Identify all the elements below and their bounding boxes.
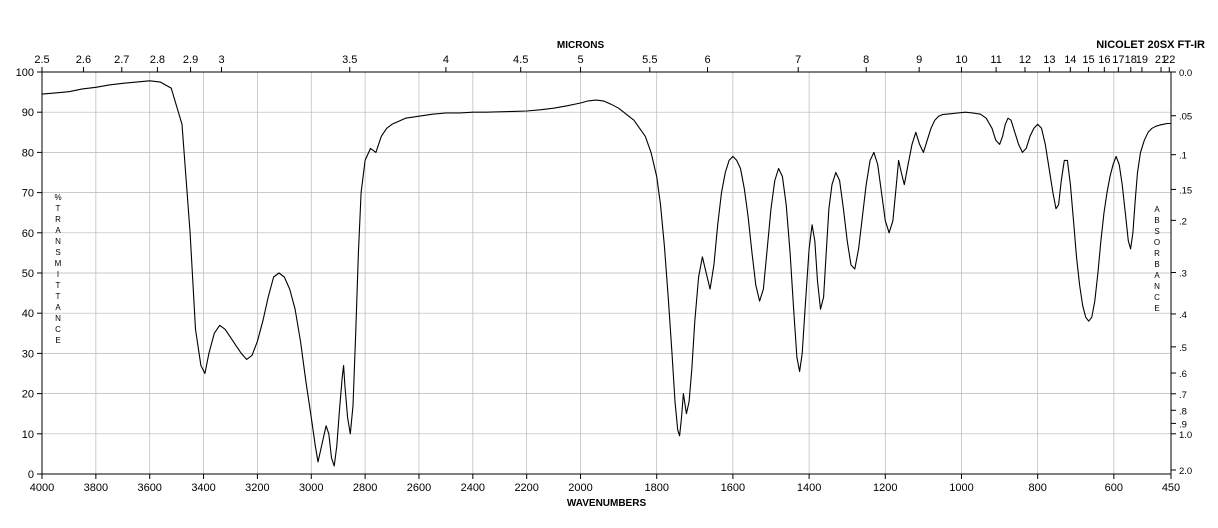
svg-text:50: 50 (22, 268, 34, 280)
y-left-label-char: C (55, 325, 61, 334)
svg-text:2000: 2000 (568, 482, 592, 494)
svg-text:3.5: 3.5 (342, 54, 357, 66)
svg-text:100: 100 (16, 67, 34, 79)
svg-text:20: 20 (22, 389, 34, 401)
svg-text:10: 10 (22, 429, 34, 441)
svg-text:19: 19 (1136, 54, 1148, 66)
svg-text:11: 11 (990, 54, 1001, 66)
svg-text:60: 60 (22, 228, 34, 240)
svg-text:.7: .7 (1179, 390, 1187, 401)
svg-text:450: 450 (1162, 482, 1180, 494)
svg-text:0: 0 (28, 469, 34, 481)
svg-text:3200: 3200 (245, 482, 269, 494)
svg-text:3600: 3600 (137, 482, 161, 494)
svg-text:2.6: 2.6 (76, 54, 91, 66)
svg-text:4.5: 4.5 (513, 54, 528, 66)
y-left-label-char: M (55, 259, 62, 268)
svg-text:80: 80 (22, 147, 34, 159)
y-left-label-char: R (55, 215, 61, 224)
svg-text:30: 30 (22, 348, 34, 360)
svg-text:9: 9 (916, 54, 922, 66)
svg-text:6: 6 (704, 54, 710, 66)
svg-text:3: 3 (218, 54, 224, 66)
svg-text:.2: .2 (1179, 216, 1187, 227)
y-left-label-char: N (55, 237, 61, 246)
svg-text:.1: .1 (1179, 151, 1187, 162)
svg-text:3800: 3800 (84, 482, 108, 494)
svg-text:3400: 3400 (191, 482, 215, 494)
svg-text:4: 4 (443, 54, 449, 66)
y-right-label-char: R (1154, 249, 1160, 258)
y-left-label-char: T (56, 281, 61, 290)
svg-text:1400: 1400 (797, 482, 821, 494)
svg-text:15: 15 (1082, 54, 1094, 66)
y-left-label-char: S (55, 248, 60, 257)
svg-text:2.0: 2.0 (1179, 466, 1192, 477)
svg-text:2.8: 2.8 (150, 54, 165, 66)
svg-text:.05: .05 (1179, 112, 1192, 123)
svg-text:17: 17 (1112, 54, 1124, 66)
svg-text:1800: 1800 (644, 482, 668, 494)
svg-text:8: 8 (863, 54, 869, 66)
svg-text:1.0: 1.0 (1179, 430, 1192, 441)
x-axis-label: WAVENUMBERS (567, 498, 647, 509)
top-axis-label: MICRONS (557, 40, 605, 51)
y-left-label-char: I (57, 270, 59, 279)
svg-text:800: 800 (1028, 482, 1046, 494)
y-left-label-char: E (55, 336, 60, 345)
y-right-label-char: A (1154, 271, 1160, 280)
svg-text:2.7: 2.7 (114, 54, 129, 66)
svg-text:1600: 1600 (721, 482, 745, 494)
svg-text:4000: 4000 (30, 482, 54, 494)
svg-text:10: 10 (955, 54, 967, 66)
y-right-label-char: A (1154, 205, 1160, 214)
svg-text:1000: 1000 (949, 482, 973, 494)
svg-text:2400: 2400 (461, 482, 485, 494)
svg-text:5.5: 5.5 (642, 54, 657, 66)
svg-text:12: 12 (1019, 54, 1031, 66)
y-right-label-char: O (1154, 238, 1160, 247)
svg-text:3000: 3000 (299, 482, 323, 494)
svg-text:2800: 2800 (353, 482, 377, 494)
svg-text:90: 90 (22, 107, 34, 119)
ir-spectrum-chart: 4000380036003400320030002800260024002200… (0, 0, 1218, 528)
y-left-label-char: T (56, 204, 61, 213)
svg-text:2.5: 2.5 (34, 54, 49, 66)
svg-text:2600: 2600 (407, 482, 431, 494)
svg-text:22: 22 (1163, 54, 1175, 66)
svg-text:600: 600 (1105, 482, 1123, 494)
svg-text:16: 16 (1098, 54, 1110, 66)
y-right-label-char: C (1154, 293, 1160, 302)
svg-text:1200: 1200 (873, 482, 897, 494)
y-left-label-char: N (55, 314, 61, 323)
svg-text:.9: .9 (1179, 419, 1187, 430)
y-right-label-char: B (1154, 260, 1159, 269)
y-left-label-char: A (55, 226, 61, 235)
svg-text:40: 40 (22, 308, 34, 320)
svg-text:5: 5 (577, 54, 583, 66)
y-right-label-char: E (1154, 304, 1159, 313)
svg-text:14: 14 (1064, 54, 1076, 66)
svg-text:.4: .4 (1179, 310, 1187, 321)
svg-text:70: 70 (22, 188, 34, 200)
svg-text:13: 13 (1043, 54, 1055, 66)
y-left-label-char: A (55, 303, 61, 312)
svg-text:2.9: 2.9 (183, 54, 198, 66)
y-right-label-char: N (1154, 282, 1160, 291)
y-right-label-char: S (1154, 227, 1159, 236)
svg-text:.5: .5 (1179, 343, 1187, 354)
svg-text:7: 7 (795, 54, 801, 66)
svg-text:.15: .15 (1179, 185, 1192, 196)
svg-text:0.0: 0.0 (1179, 68, 1192, 79)
svg-text:.3: .3 (1179, 269, 1187, 280)
instrument-label: NICOLET 20SX FT-IR (1096, 39, 1205, 51)
svg-text:.6: .6 (1179, 369, 1187, 380)
y-left-label-char: T (56, 292, 61, 301)
svg-text:.8: .8 (1179, 406, 1187, 417)
y-left-label-char: % (54, 193, 61, 202)
svg-text:2200: 2200 (514, 482, 538, 494)
y-right-label-char: B (1154, 216, 1159, 225)
